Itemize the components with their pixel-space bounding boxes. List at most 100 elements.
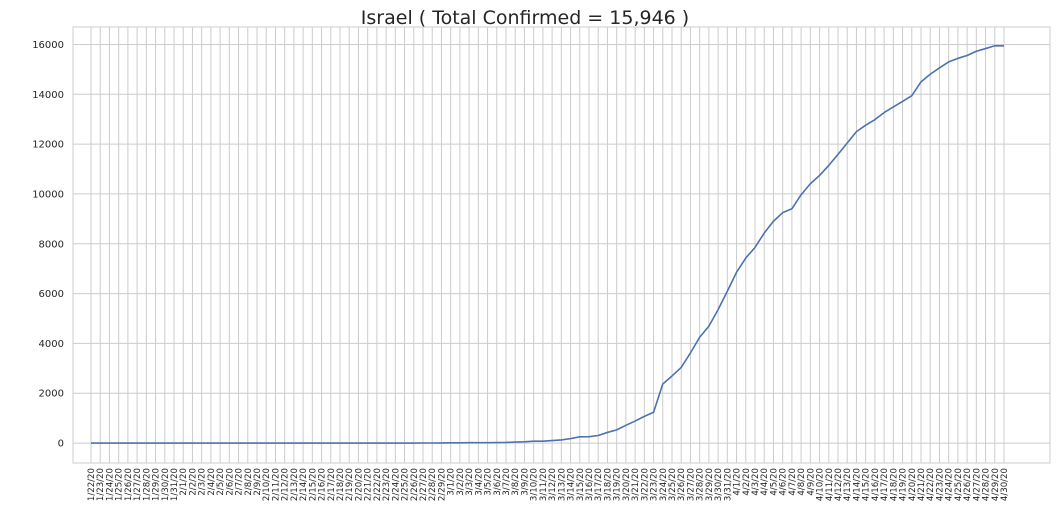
- x-tick-label: 3/1/20: [447, 468, 457, 496]
- x-tick-label: 4/21/20: [917, 468, 927, 501]
- x-tick-label: 2/12/20: [281, 468, 291, 501]
- x-tick-label: 2/24/20: [391, 468, 401, 501]
- x-tick-label: 1/30/20: [161, 468, 171, 501]
- x-tick-label: 2/3/20: [198, 468, 208, 496]
- x-tick-label: 3/20/20: [622, 468, 632, 501]
- x-tick-label: 4/8/20: [797, 468, 807, 496]
- x-tick-label: 2/26/20: [410, 468, 420, 501]
- x-tick-label: 3/5/20: [484, 468, 494, 496]
- x-tick-label: 4/29/20: [991, 468, 1001, 501]
- x-tick-label: 4/2/20: [742, 468, 752, 496]
- x-tick-label: 3/6/20: [493, 468, 503, 496]
- x-tick-label: 2/11/20: [271, 468, 281, 501]
- x-tick-label: 2/17/20: [327, 468, 337, 501]
- x-tick-label: 3/26/20: [677, 468, 687, 501]
- x-tick-label: 2/10/20: [262, 468, 272, 501]
- x-tick-label: 4/6/20: [779, 468, 789, 496]
- x-tick-label: 3/10/20: [530, 468, 540, 501]
- x-axis-tick-labels: 1/22/20 1/23/20 1/24/20 1/25/20 1/26/20 1/27/…: [87, 468, 1010, 501]
- x-tick-label: 2/19/20: [345, 468, 355, 501]
- x-tick-label: 2/16/20: [318, 468, 328, 501]
- x-tick-label: 2/20/20: [354, 468, 364, 501]
- x-tick-label: 1/24/20: [105, 468, 115, 501]
- x-tick-label: 4/15/20: [862, 468, 872, 501]
- x-tick-label: 4/13/20: [843, 468, 853, 501]
- x-tick-label: 4/22/20: [926, 468, 936, 501]
- x-tick-label: 2/5/20: [216, 468, 226, 496]
- x-tick-label: 1/29/20: [152, 468, 162, 501]
- x-tick-label: 4/18/20: [889, 468, 899, 501]
- x-tick-label: 2/6/20: [225, 468, 235, 496]
- x-tick-label: 4/14/20: [852, 468, 862, 501]
- x-gridlines: [90, 27, 1005, 463]
- y-tick-label: 4000: [39, 339, 64, 350]
- x-tick-label: 4/7/20: [788, 468, 798, 496]
- x-tick-label: 3/31/20: [723, 468, 733, 501]
- x-tick-label: 4/30/20: [1000, 468, 1010, 501]
- y-tick-label: 14000: [32, 90, 64, 101]
- x-tick-label: 4/24/20: [945, 468, 955, 501]
- x-tick-label: 2/8/20: [244, 468, 254, 496]
- x-tick-label: 4/20/20: [908, 468, 918, 501]
- x-tick-label: 3/4/20: [474, 468, 484, 496]
- x-tick-label: 3/21/20: [631, 468, 641, 501]
- x-tick-label: 4/23/20: [935, 468, 945, 501]
- x-tick-label: 4/26/20: [963, 468, 973, 501]
- x-tick-label: 2/9/20: [253, 468, 263, 496]
- x-tick-label: 2/7/20: [235, 468, 245, 496]
- x-tick-label: 4/3/20: [751, 468, 761, 496]
- x-tick-label: 4/10/20: [816, 468, 826, 501]
- x-tick-label: 1/22/20: [87, 468, 97, 501]
- x-tick-label: 4/28/20: [982, 468, 992, 501]
- x-tick-label: 4/17/20: [880, 468, 890, 501]
- x-tick-label: 1/25/20: [115, 468, 125, 501]
- x-tick-label: 4/19/20: [899, 468, 909, 501]
- x-tick-label: 2/25/20: [401, 468, 411, 501]
- series-line-confirmed: [91, 44, 1004, 444]
- x-tick-label: 2/13/20: [290, 468, 300, 501]
- x-tick-label: 2/4/20: [207, 468, 217, 496]
- x-tick-label: 4/4/20: [760, 468, 770, 496]
- x-tick-label: 3/2/20: [456, 468, 466, 496]
- x-tick-label: 3/13/20: [557, 468, 567, 501]
- x-tick-label: 4/9/20: [806, 468, 816, 496]
- x-tick-label: 4/1/20: [733, 468, 743, 496]
- y-tick-label: 12000: [32, 140, 64, 151]
- x-tick-label: 3/9/20: [520, 468, 530, 496]
- y-tick-label: 0: [58, 439, 64, 450]
- x-tick-label: 3/22/20: [640, 468, 650, 501]
- x-tick-label: 2/2/20: [188, 468, 198, 496]
- x-tick-label: 3/3/20: [465, 468, 475, 496]
- x-tick-label: 1/26/20: [124, 468, 134, 501]
- x-tick-label: 4/5/20: [769, 468, 779, 496]
- x-tick-label: 2/21/20: [364, 468, 374, 501]
- x-tick-label: 2/14/20: [299, 468, 309, 501]
- x-tick-label: 3/28/20: [696, 468, 706, 501]
- y-tick-label: 2000: [39, 389, 64, 400]
- x-tick-label: 3/24/20: [659, 468, 669, 501]
- x-tick-label: 2/22/20: [373, 468, 383, 501]
- chart-title: Israel ( Total Confirmed = 15,946 ): [361, 7, 689, 29]
- x-tick-label: 3/18/20: [603, 468, 613, 501]
- x-tick-label: 3/15/20: [576, 468, 586, 501]
- x-tick-label: 4/27/20: [972, 468, 982, 501]
- x-tick-label: 3/25/20: [668, 468, 678, 501]
- y-tick-label: 8000: [39, 239, 64, 250]
- x-tick-label: 3/30/20: [714, 468, 724, 501]
- x-tick-label: 2/23/20: [382, 468, 392, 501]
- x-tick-label: 3/14/20: [567, 468, 577, 501]
- x-tick-label: 3/17/20: [594, 468, 604, 501]
- y-tick-label: 16000: [32, 40, 64, 51]
- x-tick-label: 2/15/20: [308, 468, 318, 501]
- x-tick-label: 1/23/20: [96, 468, 106, 501]
- x-tick-label: 4/25/20: [954, 468, 964, 501]
- x-tick-label: 1/31/20: [170, 468, 180, 501]
- x-tick-label: 2/1/20: [179, 468, 189, 496]
- x-tick-label: 1/27/20: [133, 468, 143, 501]
- x-tick-label: 3/23/20: [650, 468, 660, 501]
- x-tick-label: 2/29/20: [437, 468, 447, 501]
- x-tick-label: 3/12/20: [548, 468, 558, 501]
- x-tick-label: 2/18/20: [336, 468, 346, 501]
- x-tick-label: 2/28/20: [428, 468, 438, 501]
